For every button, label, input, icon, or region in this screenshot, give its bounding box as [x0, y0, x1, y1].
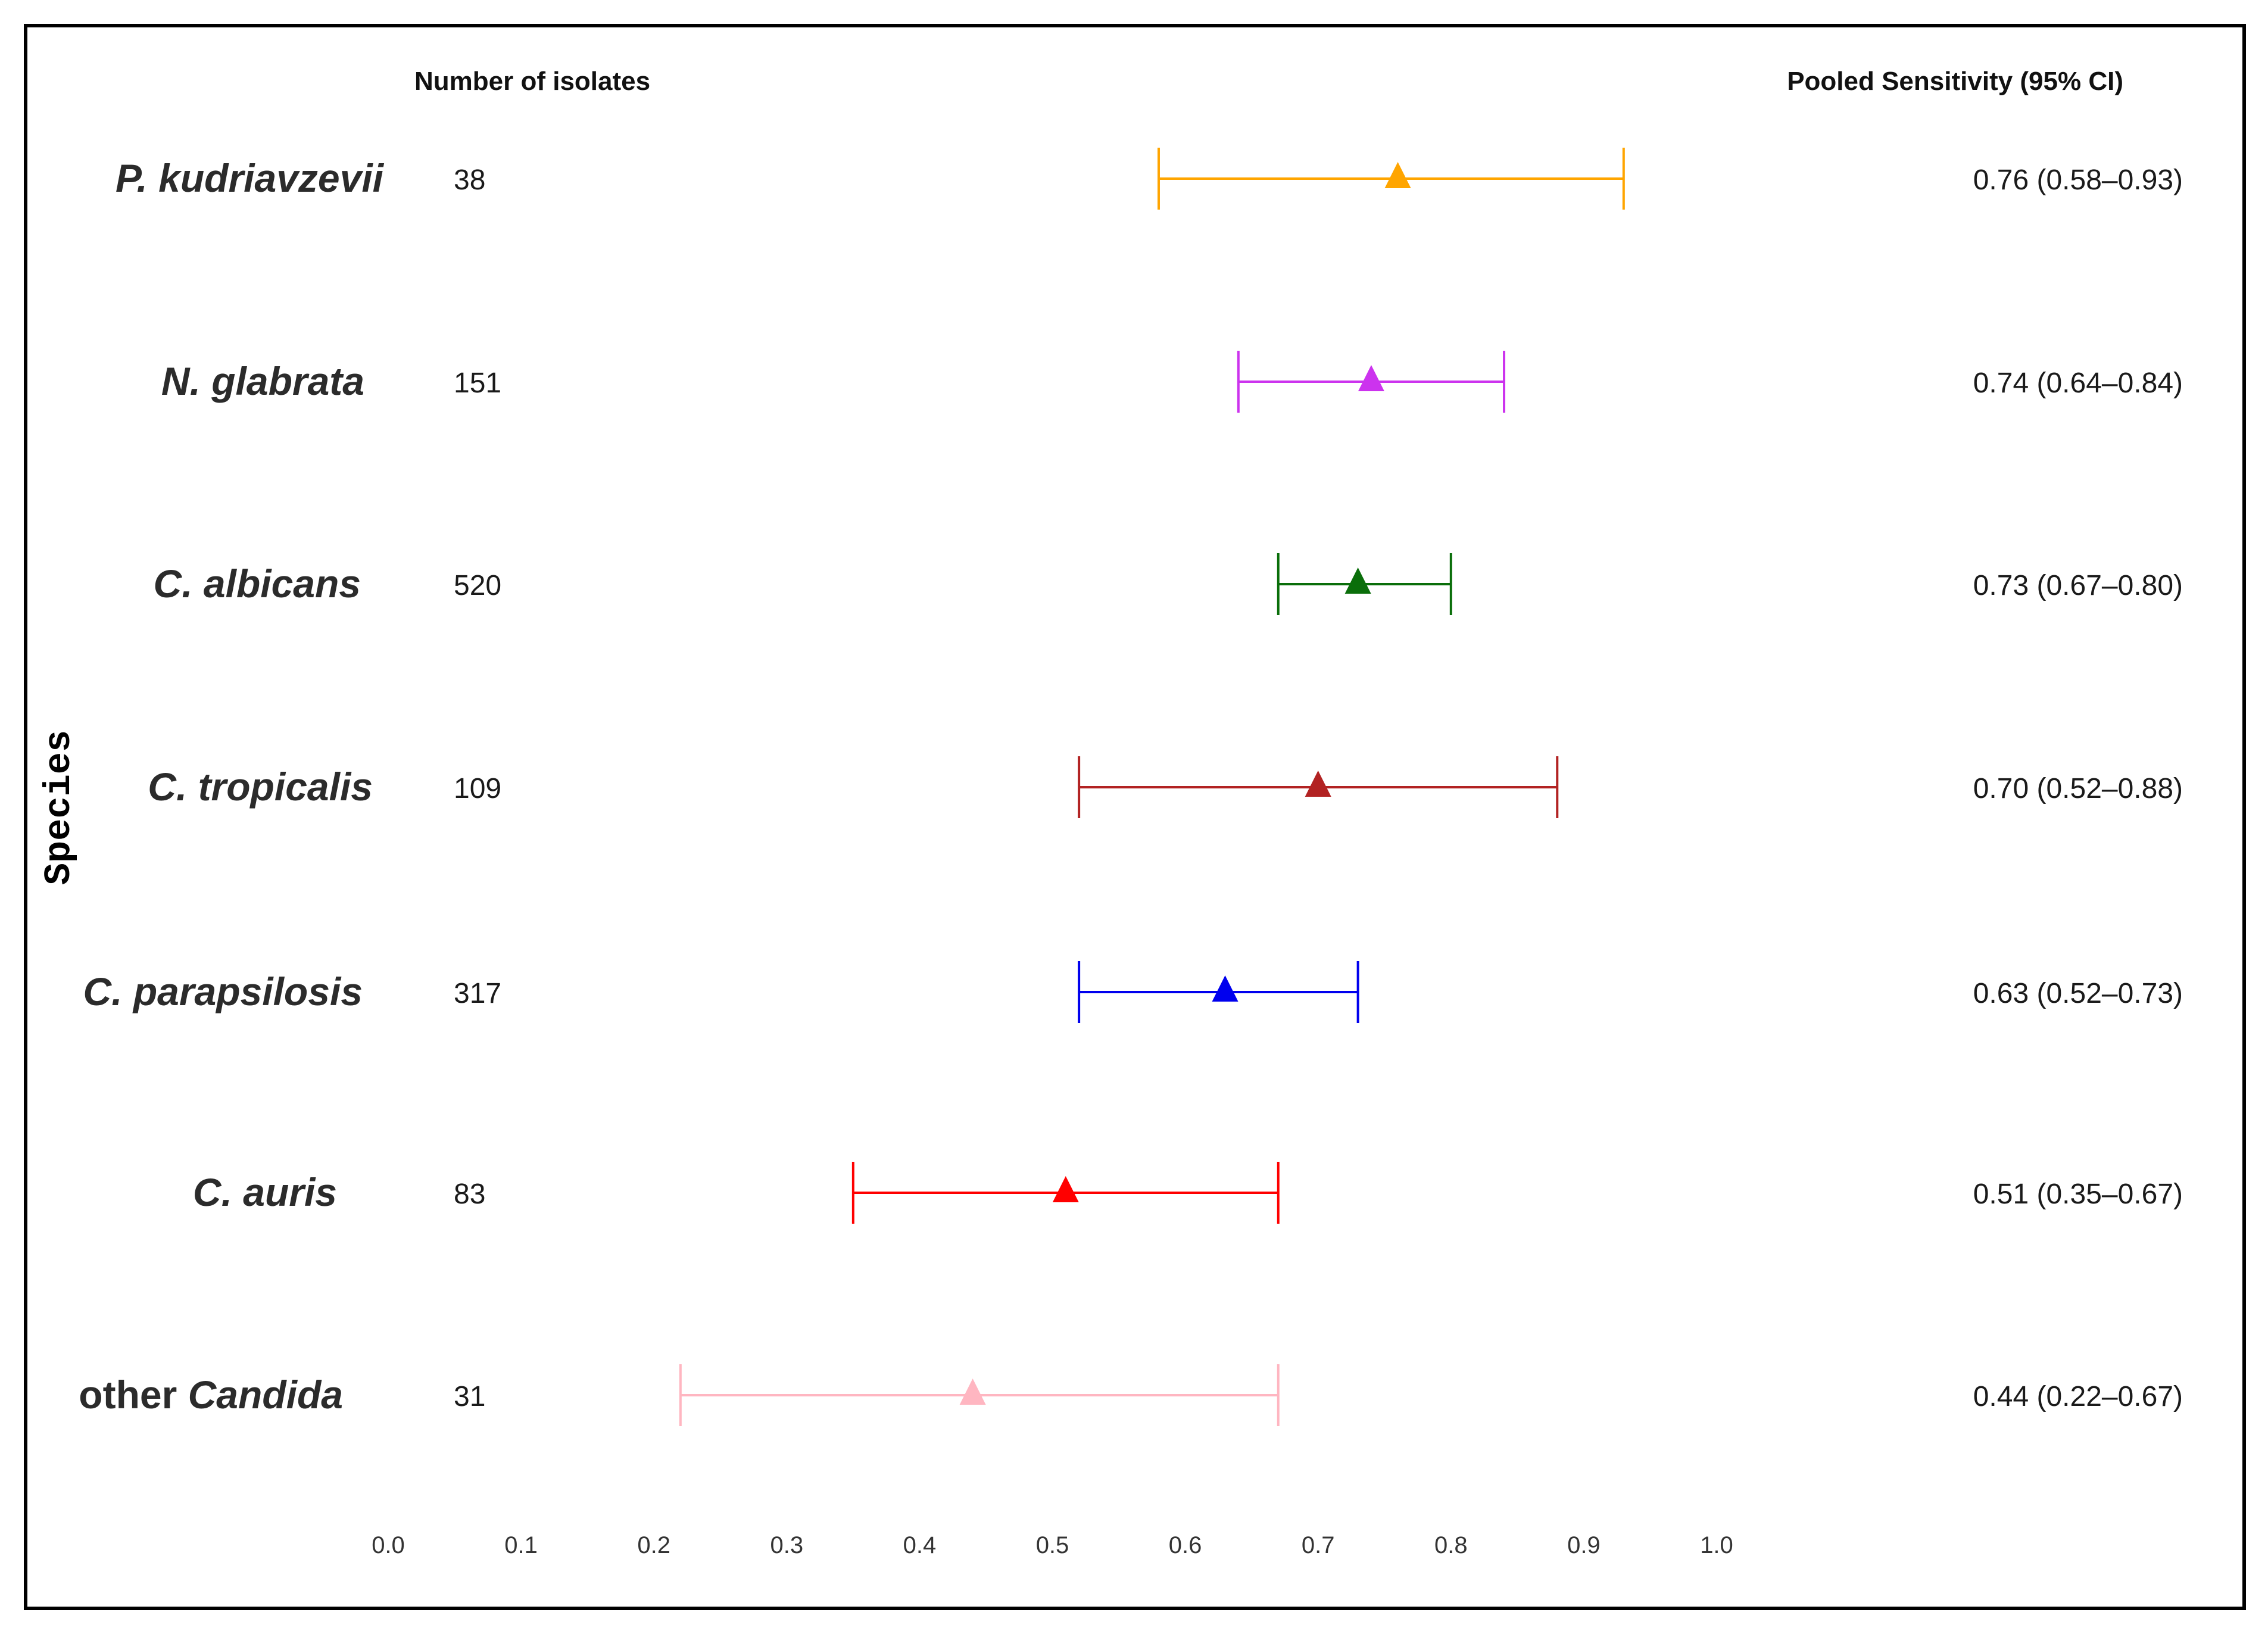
forest-plot: Number of isolates Pooled Sensitivity (9… [38, 67, 2183, 1558]
point-estimate-marker [1344, 567, 1371, 594]
x-tick-label: 0.9 [1567, 1532, 1601, 1558]
species-label: C. albicans [154, 562, 361, 606]
isolate-count: 31 [454, 1381, 485, 1412]
species-name: C. auris [193, 1170, 337, 1214]
header-number-of-isolates: Number of isolates [414, 67, 650, 96]
forest-row: other Candida 31 0.44 (0.22–0.67) [79, 1364, 2183, 1426]
point-estimate-marker [1384, 162, 1411, 188]
ci-label: 0.70 (0.52–0.88) [1973, 773, 2183, 804]
species-label: other Candida [79, 1373, 343, 1417]
forest-rows: P. kudriavzevii 38 0.76 (0.58–0.93) N. glab… [79, 148, 2183, 1426]
species-label: N. glabrata [161, 359, 364, 403]
point-estimate-marker [1212, 975, 1238, 1002]
ci-label: 0.74 (0.64–0.84) [1973, 367, 2183, 399]
species-name: C. parapsilosis [83, 969, 363, 1014]
isolate-count: 151 [454, 367, 501, 399]
point-estimate-marker [1358, 365, 1384, 391]
isolate-count: 520 [454, 570, 501, 601]
ci-label: 0.63 (0.52–0.73) [1973, 978, 2183, 1009]
ci-label: 0.51 (0.35–0.67) [1973, 1178, 2183, 1210]
forest-row: C. tropicalis 109 0.70 (0.52–0.88) [148, 756, 2183, 818]
isolate-count: 83 [454, 1178, 485, 1210]
point-estimate-marker [1305, 771, 1331, 797]
isolate-count: 317 [454, 978, 501, 1009]
forest-row: C. albicans 520 0.73 (0.67–0.80) [154, 553, 2183, 615]
x-tick-label: 0.4 [903, 1532, 937, 1558]
ci-label: 0.73 (0.67–0.80) [1973, 570, 2183, 601]
x-tick-label: 0.6 [1169, 1532, 1202, 1558]
x-tick-label: 1.0 [1700, 1532, 1733, 1558]
x-axis-ticks: 0.0 0.1 0.2 0.3 0.4 0.5 0.6 0.7 0.8 0.9 1.0 [372, 1532, 1733, 1558]
species-label: C. parapsilosis [83, 969, 363, 1014]
species-name: C. albicans [154, 562, 361, 606]
species-label: C. tropicalis [148, 765, 373, 809]
x-tick-label: 0.3 [770, 1532, 803, 1558]
species-name: N. glabrata [161, 359, 364, 403]
species-name: P. kudriavzevii [116, 156, 385, 200]
species-label: P. kudriavzevii [116, 156, 385, 200]
y-axis-label: Species [38, 730, 80, 885]
ci-label: 0.76 (0.58–0.93) [1973, 164, 2183, 196]
point-estimate-marker [959, 1379, 986, 1405]
ci-label: 0.44 (0.22–0.67) [1973, 1381, 2183, 1412]
species-name: Candida [188, 1373, 343, 1417]
forest-row: P. kudriavzevii 38 0.76 (0.58–0.93) [116, 148, 2183, 210]
isolate-count: 38 [454, 164, 485, 196]
header-pooled-sensitivity: Pooled Sensitivity (95% CI) [1787, 67, 2123, 96]
x-tick-label: 0.7 [1302, 1532, 1335, 1558]
x-tick-label: 0.1 [504, 1532, 538, 1558]
forest-row: C. auris 83 0.51 (0.35–0.67) [193, 1162, 2183, 1224]
forest-row: C. parapsilosis 317 0.63 (0.52–0.73) [83, 961, 2183, 1023]
species-prefix: other [79, 1373, 188, 1417]
chart-frame: Number of isolates Pooled Sensitivity (9… [24, 24, 2246, 1610]
x-tick-label: 0.0 [372, 1532, 405, 1558]
x-tick-label: 0.2 [637, 1532, 670, 1558]
species-name: C. tropicalis [148, 765, 373, 809]
point-estimate-marker [1052, 1176, 1079, 1202]
isolate-count: 109 [454, 773, 501, 804]
x-tick-label: 0.5 [1036, 1532, 1069, 1558]
forest-row: N. glabrata 151 0.74 (0.64–0.84) [161, 351, 2183, 413]
species-label: C. auris [193, 1170, 337, 1214]
x-tick-label: 0.8 [1434, 1532, 1468, 1558]
